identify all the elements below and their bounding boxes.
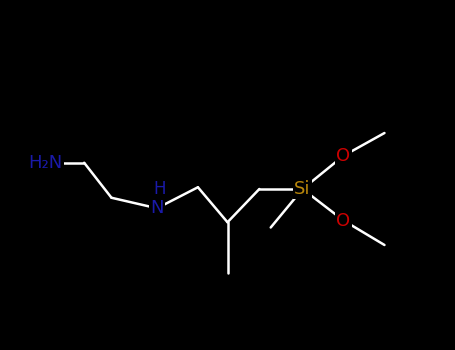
Text: Si: Si [294, 180, 311, 198]
Text: H: H [153, 180, 166, 198]
Text: O: O [336, 147, 351, 165]
Text: H₂N: H₂N [28, 154, 63, 172]
Text: N: N [150, 199, 164, 217]
Text: O: O [336, 211, 351, 230]
